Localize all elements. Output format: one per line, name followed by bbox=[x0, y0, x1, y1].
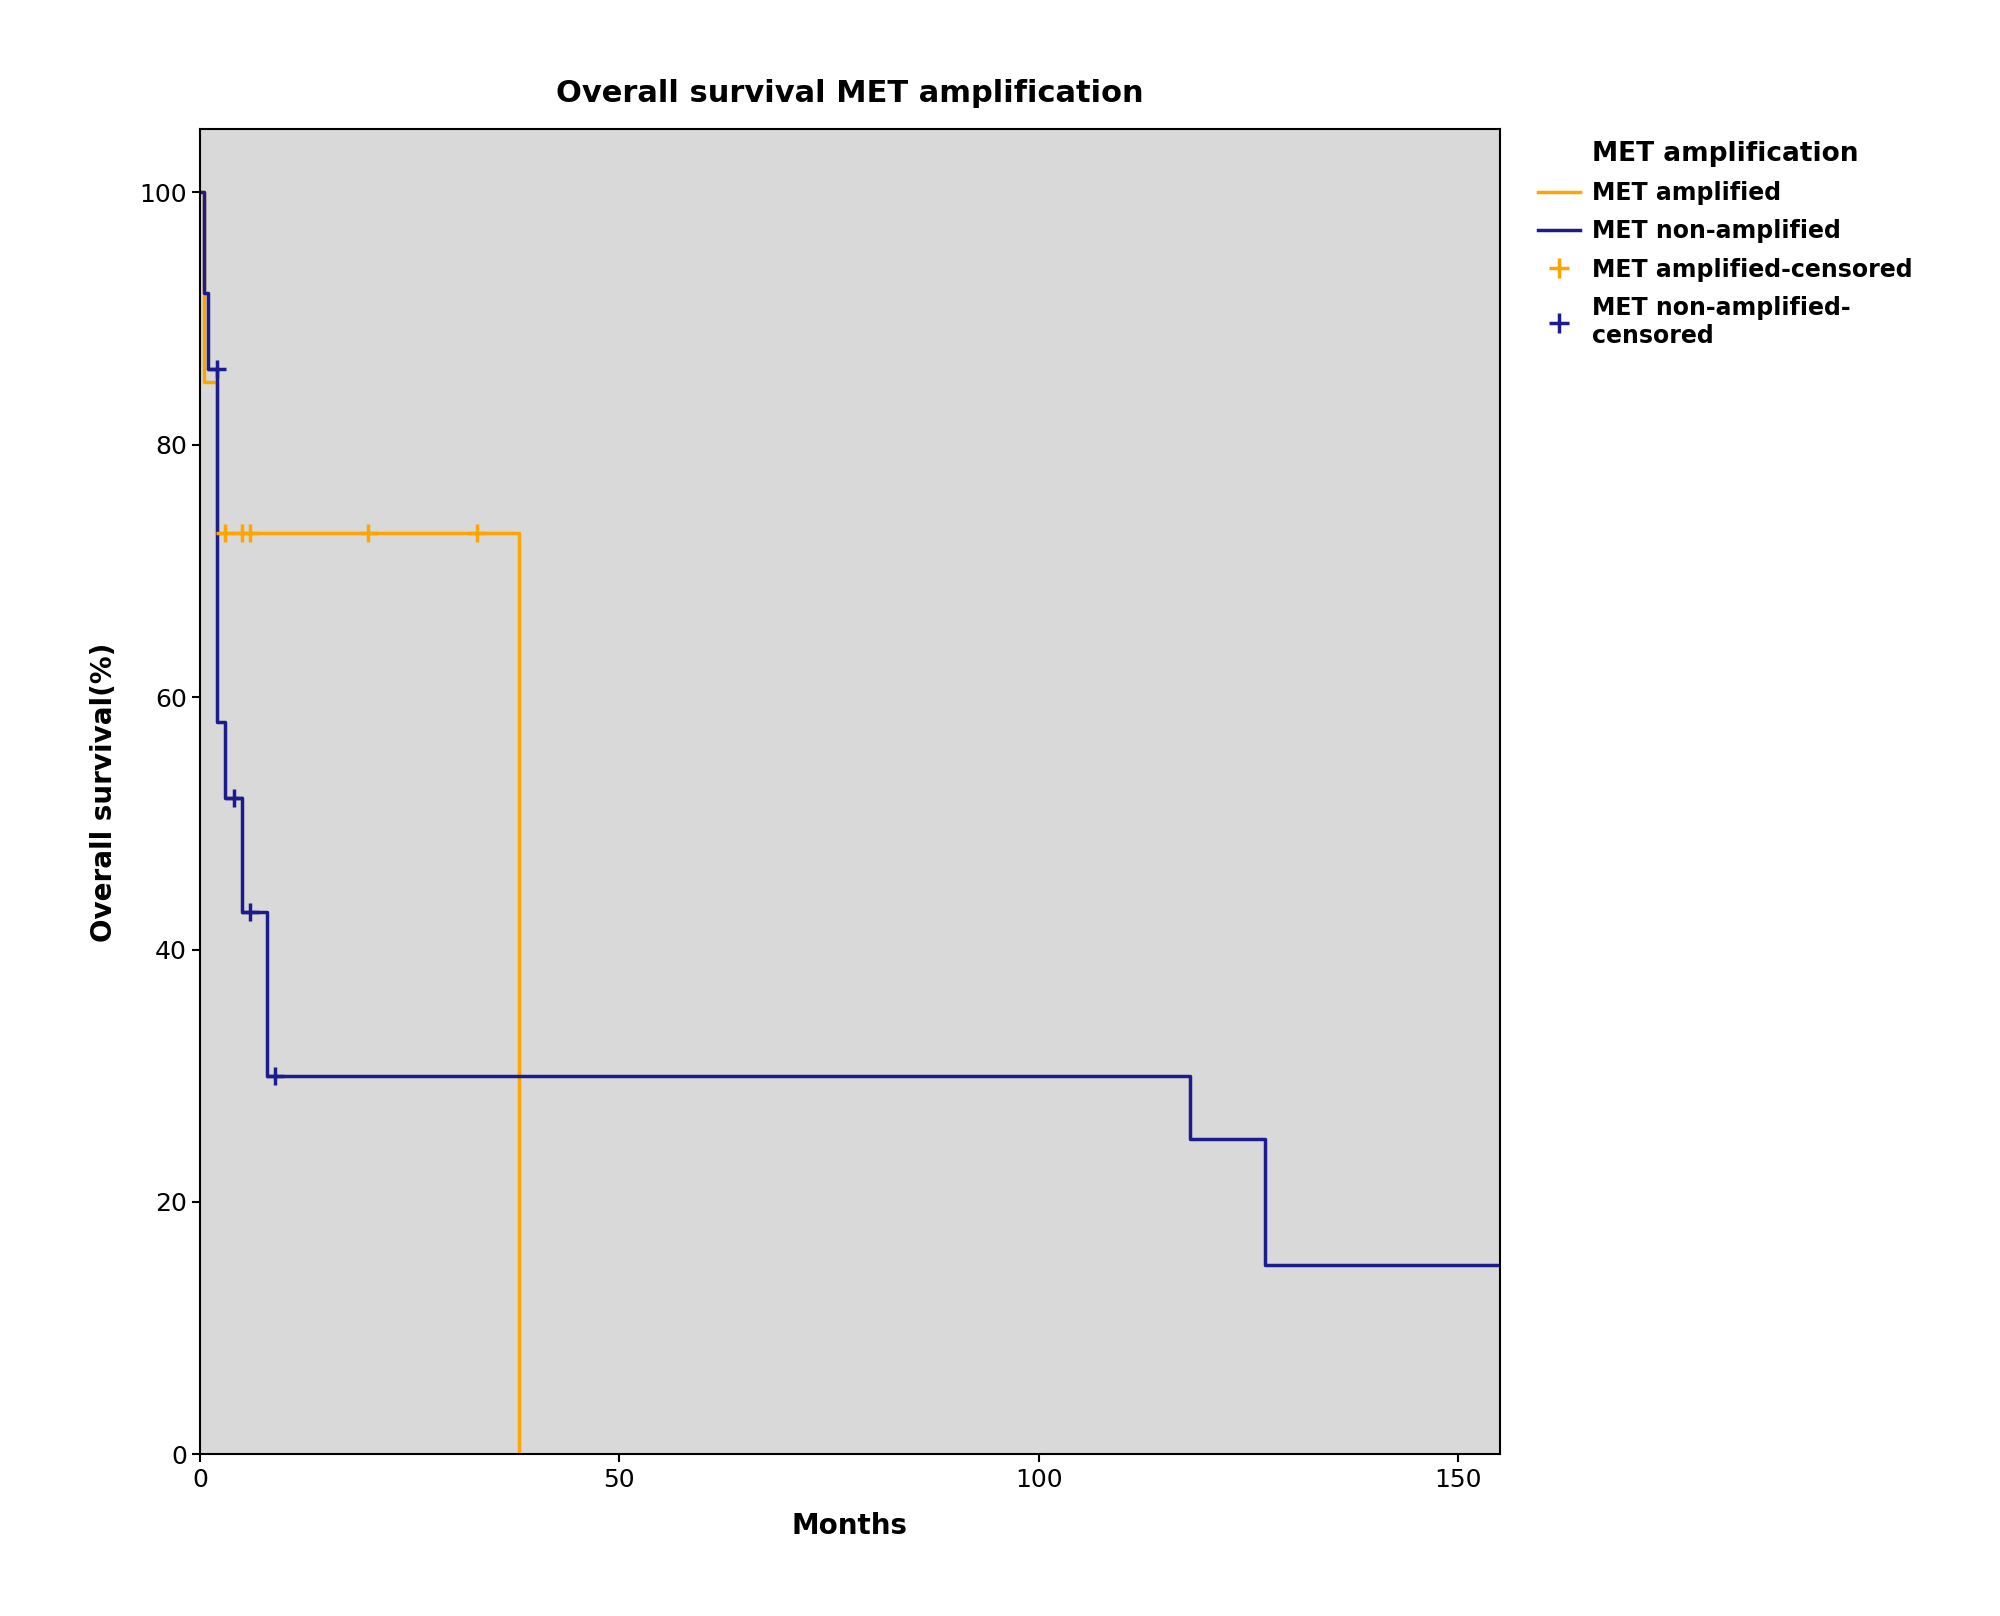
Point bbox=[226, 520, 258, 546]
X-axis label: Months: Months bbox=[792, 1513, 908, 1540]
Y-axis label: Overall survival(%): Overall survival(%) bbox=[90, 642, 118, 942]
Point bbox=[460, 520, 492, 546]
Point bbox=[234, 898, 266, 924]
Point bbox=[218, 785, 250, 811]
Point bbox=[210, 520, 242, 546]
Title: Overall survival MET amplification: Overall survival MET amplification bbox=[556, 79, 1144, 108]
Point bbox=[200, 356, 232, 381]
Point bbox=[352, 520, 384, 546]
Legend: MET amplified, MET non-amplified, MET amplified-censored, MET non-amplified-
cen: MET amplified, MET non-amplified, MET am… bbox=[1538, 141, 1912, 347]
Point bbox=[234, 520, 266, 546]
Point bbox=[260, 1063, 292, 1089]
